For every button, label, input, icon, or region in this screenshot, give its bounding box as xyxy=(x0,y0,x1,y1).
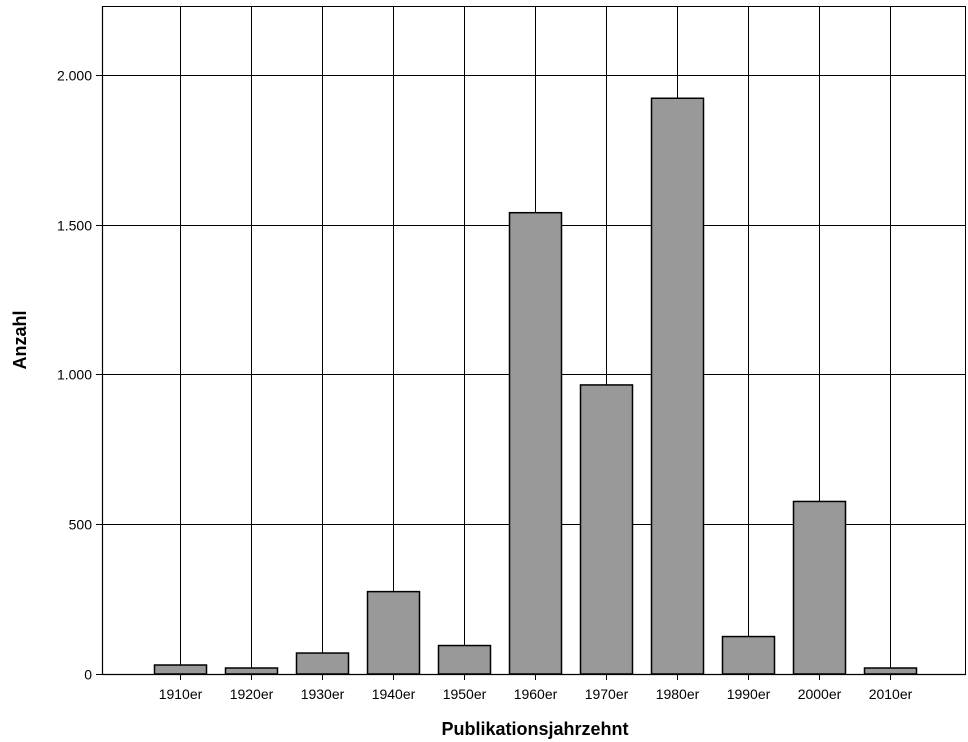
bar-1950er xyxy=(437,644,492,675)
x-tick-label: 2000er xyxy=(798,686,842,702)
y-tick-label: 500 xyxy=(69,517,93,533)
bar-2010er xyxy=(863,667,918,675)
y-tick-label: 2.000 xyxy=(57,68,92,84)
bar-1990er xyxy=(721,635,776,675)
y-tick-label: 0 xyxy=(84,667,92,683)
y-tick-label: 1.500 xyxy=(57,218,92,234)
bar-2000er xyxy=(792,500,847,675)
x-tick-label: 1920er xyxy=(230,686,274,702)
x-tick-label: 1970er xyxy=(585,686,629,702)
bars xyxy=(153,97,918,675)
bar-1980er xyxy=(650,97,705,675)
bar-1970er xyxy=(579,384,634,675)
y-tick-labels: 0 500 1.000 1.500 2.000 xyxy=(57,68,92,683)
bar-1920er xyxy=(224,667,279,675)
bar-1930er xyxy=(295,652,350,675)
x-tick-labels: 1910er 1920er 1930er 1940er 1950er 1960er 1970… xyxy=(159,686,913,702)
x-tick-label: 1950er xyxy=(443,686,487,702)
x-tick-label: 1940er xyxy=(372,686,416,702)
x-tick-label: 1930er xyxy=(301,686,345,702)
bar-1940er xyxy=(366,590,421,675)
bar-1910er xyxy=(153,664,208,675)
x-tick-label: 1910er xyxy=(159,686,203,702)
bar-1960er xyxy=(508,211,563,675)
x-tick-label: 1980er xyxy=(656,686,700,702)
y-tick-label: 1.000 xyxy=(57,367,92,383)
y-axis-title: Anzahl xyxy=(10,310,30,369)
x-axis-title: Publikationsjahrzehnt xyxy=(441,719,628,739)
x-tick-label: 2010er xyxy=(869,686,913,702)
x-tick-label: 1960er xyxy=(514,686,558,702)
x-tick-label: 1990er xyxy=(727,686,771,702)
axes xyxy=(96,6,966,680)
